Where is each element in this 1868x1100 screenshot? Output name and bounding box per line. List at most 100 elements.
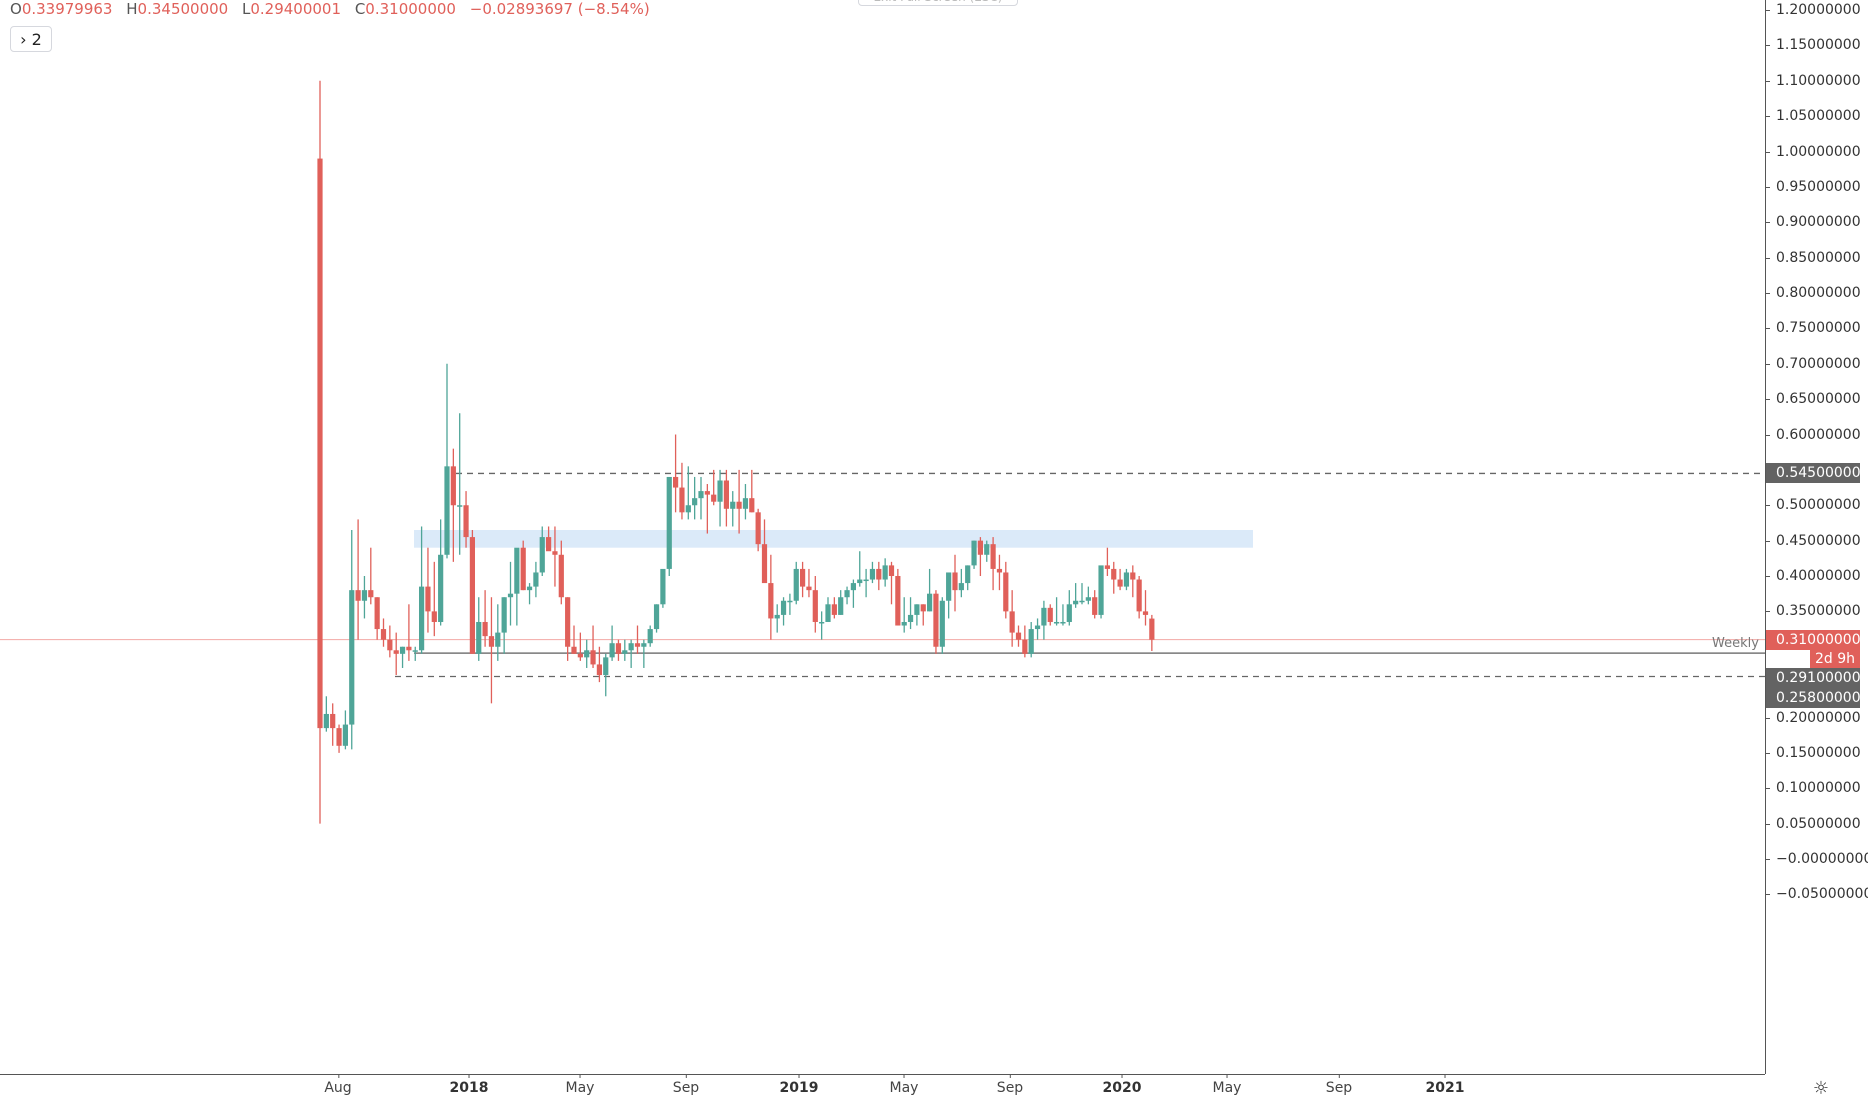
price-tick: 0.50000000: [1765, 497, 1861, 513]
candle-down: [330, 713, 336, 729]
high-key: H: [126, 0, 138, 18]
candle-down: [552, 551, 558, 555]
candle-down: [387, 639, 393, 651]
candle-down: [336, 728, 342, 746]
candle-up: [692, 498, 698, 506]
candle-down: [431, 611, 437, 622]
candle-down: [368, 590, 374, 598]
candle-up: [653, 604, 660, 630]
candle-up: [971, 540, 977, 566]
candle-down: [488, 636, 495, 647]
candle-up: [927, 593, 933, 612]
candle-up: [514, 547, 520, 594]
price-tick: 0.60000000: [1765, 427, 1861, 443]
candle-down: [546, 537, 552, 552]
price-axis[interactable]: [1765, 0, 1868, 1074]
price-tick: 0.15000000: [1765, 745, 1861, 761]
candle-down: [1104, 565, 1110, 569]
candle-down: [679, 487, 685, 513]
candle-up: [1085, 597, 1091, 601]
candle-down: [1003, 572, 1009, 612]
candle-down: [895, 576, 901, 626]
time-tick: 2019: [779, 1074, 819, 1096]
candle-up: [1054, 621, 1060, 624]
expand-indicators-button[interactable]: › 2: [10, 26, 52, 52]
low-key: L: [242, 0, 251, 18]
candle-up: [819, 621, 825, 624]
candle-up: [603, 657, 609, 676]
candle-down: [425, 586, 431, 612]
exit-fullscreen-button[interactable]: Exit Full Screen (ESC): [858, 0, 1018, 6]
candle-down: [355, 590, 361, 601]
candle-down: [749, 498, 755, 513]
candle-up: [939, 600, 945, 647]
candle-down: [520, 547, 526, 591]
time-tick: 2018: [449, 1074, 489, 1096]
candlestick-chart[interactable]: [0, 0, 1765, 1074]
price-tick: 0.85000000: [1765, 250, 1861, 266]
candle-down: [450, 466, 456, 506]
candle-down: [704, 491, 710, 495]
candle-up: [914, 604, 920, 615]
support-price-label-2: 0.25800000: [1766, 688, 1861, 708]
time-axis[interactable]: [0, 1074, 1765, 1100]
candle-down: [990, 544, 996, 569]
candle-down: [952, 572, 958, 591]
candle-up: [1079, 600, 1085, 603]
candle-down: [482, 621, 488, 637]
candle-down: [406, 646, 412, 651]
candle-down: [812, 590, 818, 622]
candle-up: [476, 621, 482, 654]
candle-up: [882, 565, 888, 580]
candle-up: [730, 501, 736, 509]
price-tick: 0.75000000: [1765, 320, 1861, 336]
time-tick: 2021: [1425, 1074, 1465, 1096]
candle-up: [907, 614, 914, 622]
price-tick: −0.00000000: [1764, 851, 1868, 867]
ohlc-legend: O0.33979963 H0.34500000 L0.29400001 C0.3…: [10, 0, 659, 18]
candle-up: [1028, 629, 1034, 654]
time-tick: Sep: [996, 1074, 1024, 1096]
candle-up: [457, 505, 463, 507]
price-tick: 0.45000000: [1765, 533, 1861, 549]
time-tick: May: [889, 1074, 919, 1096]
price-tick: 0.65000000: [1765, 391, 1861, 407]
candle-up: [323, 713, 329, 729]
time-tick: Sep: [672, 1074, 700, 1096]
price-tick: 0.70000000: [1765, 356, 1861, 372]
candle-down: [1111, 568, 1117, 580]
candle-up: [1060, 621, 1066, 624]
candle-up: [444, 466, 450, 555]
candle-down: [393, 650, 399, 654]
open-key: O: [10, 0, 22, 18]
time-tick: May: [1212, 1074, 1242, 1096]
candle-down: [577, 653, 583, 658]
candle-down: [673, 476, 679, 488]
candle-up: [501, 597, 507, 633]
candle-up: [526, 586, 533, 591]
candle-up: [717, 480, 723, 502]
candle-down: [1047, 607, 1053, 622]
price-tick: 0.10000000: [1765, 780, 1861, 796]
candle-down: [876, 568, 882, 580]
candle-up: [946, 572, 952, 601]
price-tick: 1.05000000: [1765, 108, 1861, 124]
candle-down: [800, 568, 806, 587]
candle-down: [558, 554, 564, 598]
candle-down: [768, 583, 774, 619]
candle-up: [869, 568, 876, 580]
price-tick: 1.15000000: [1765, 37, 1861, 53]
candle-up: [412, 650, 418, 652]
candle-down: [380, 629, 387, 640]
time-tick: May: [565, 1074, 595, 1096]
candle-up: [742, 498, 749, 509]
candle-down: [1009, 611, 1015, 633]
candle-down: [888, 565, 895, 576]
price-tick: 0.95000000: [1765, 179, 1861, 195]
candle-up: [838, 597, 844, 615]
candle-up: [901, 621, 907, 626]
candle-up: [1034, 625, 1041, 630]
settings-gear-icon[interactable]: ☼: [1812, 1078, 1830, 1099]
open-value: 0.33979963: [21, 0, 113, 18]
candle-down: [920, 604, 926, 612]
